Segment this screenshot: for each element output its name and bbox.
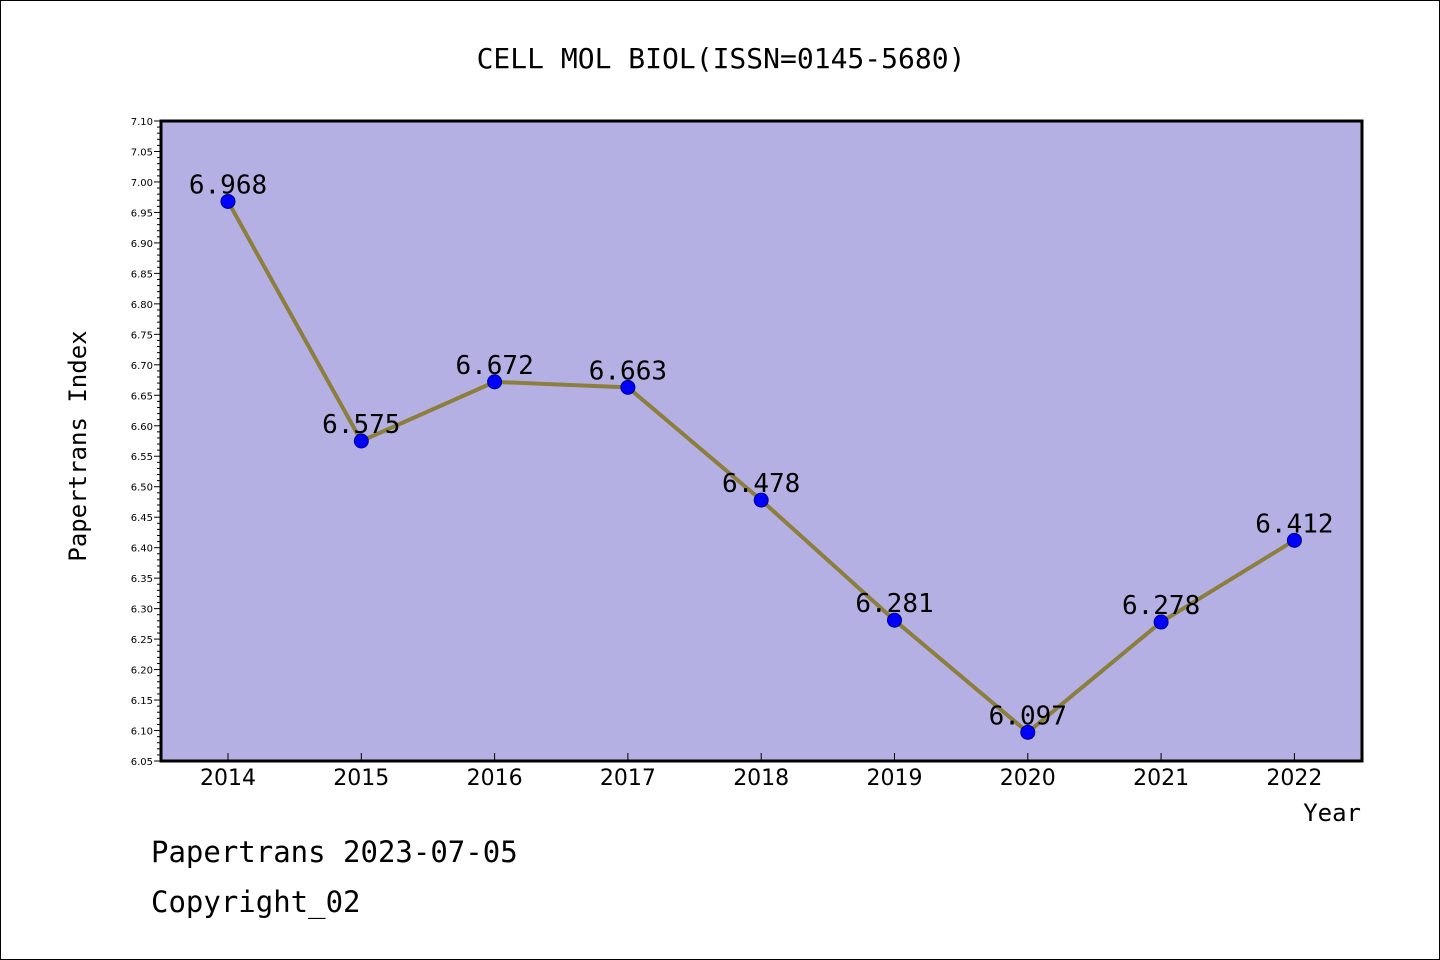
y-tick-label: 6.35 — [131, 574, 153, 585]
data-point-2016 — [487, 374, 503, 390]
y-tick-label: 6.85 — [131, 269, 153, 280]
x-tick-label: 2017 — [600, 766, 656, 791]
data-point-2015 — [353, 433, 369, 449]
data-point-2019 — [887, 612, 902, 628]
data-label-2022: 6.412 — [1255, 509, 1333, 539]
data-labels: 6.968 6.575 6.672 6.663 6.478 6.281 6.097 6.278… — [189, 170, 1334, 731]
data-label-2019: 6.281 — [855, 589, 933, 619]
y-tick-label: 6.25 — [131, 635, 153, 646]
y-tick-label: 6.30 — [131, 605, 153, 616]
x-axis: 2014 2015 2016 2017 2018 2019 2020 2021 2022 — [200, 753, 1322, 791]
y-tick-label: 6.50 — [131, 483, 153, 494]
y-tick-label: 6.70 — [131, 361, 153, 372]
y-tick-label: 7.05 — [131, 147, 153, 158]
y-tick-label: 7.00 — [131, 178, 153, 189]
data-point-2022 — [1286, 532, 1302, 548]
data-label-2017: 6.663 — [589, 356, 667, 386]
x-tick-label: 2015 — [333, 766, 389, 791]
y-tick-label: 6.75 — [131, 330, 153, 341]
x-tick-label: 2021 — [1133, 766, 1189, 791]
y-tick-label: 6.65 — [131, 391, 153, 402]
y-tick-label: 6.40 — [131, 544, 153, 555]
x-tick-label: 2016 — [467, 766, 523, 791]
data-point-2020 — [1020, 724, 1036, 740]
y-tick-label: 6.15 — [131, 696, 153, 707]
y-tick-label: 7.10 — [131, 117, 153, 128]
footer-copyright: Copyright_02 — [151, 885, 361, 919]
data-point-2017 — [620, 379, 636, 395]
chart-title: CELL MOL BIOL(ISSN=0145-5680) — [477, 42, 966, 75]
data-label-2021: 6.278 — [1122, 591, 1200, 621]
data-label-2015: 6.575 — [322, 410, 400, 440]
y-tick-label: 6.05 — [131, 757, 153, 768]
data-label-2020: 6.097 — [989, 701, 1067, 731]
y-tick-label: 6.20 — [131, 666, 153, 677]
data-point-2014 — [220, 193, 236, 209]
data-label-2014: 6.968 — [189, 170, 267, 200]
plot-area — [159, 119, 1364, 763]
data-label-2016: 6.672 — [455, 351, 533, 381]
y-tick-label: 6.90 — [131, 239, 153, 250]
data-markers — [220, 193, 1302, 740]
y-tick-label: 6.55 — [131, 452, 153, 463]
x-axis-label: Year — [1303, 799, 1361, 827]
y-tick-label: 6.80 — [131, 300, 153, 311]
x-tick-label: 2020 — [1000, 766, 1056, 791]
data-point-2021 — [1153, 614, 1169, 630]
y-axis: 6.05 6.10 6.15 6.20 6.25 6.30 6.35 6.40 6.45 6.50… — [131, 117, 161, 768]
footer-date: Papertrans 2023-07-05 — [151, 835, 518, 869]
y-tick-label: 6.95 — [131, 208, 153, 219]
y-tick-label: 6.10 — [131, 727, 153, 738]
data-label-2018: 6.478 — [722, 469, 800, 499]
x-tick-label: 2019 — [867, 766, 923, 791]
y-tick-label: 6.60 — [131, 422, 153, 433]
y-tick-label: 6.45 — [131, 513, 153, 524]
x-tick-label: 2014 — [200, 766, 256, 791]
data-point-2018 — [753, 492, 769, 508]
x-tick-label: 2022 — [1266, 766, 1322, 791]
y-axis-label: Papertrans Index — [64, 330, 92, 561]
x-tick-label: 2018 — [733, 766, 789, 791]
